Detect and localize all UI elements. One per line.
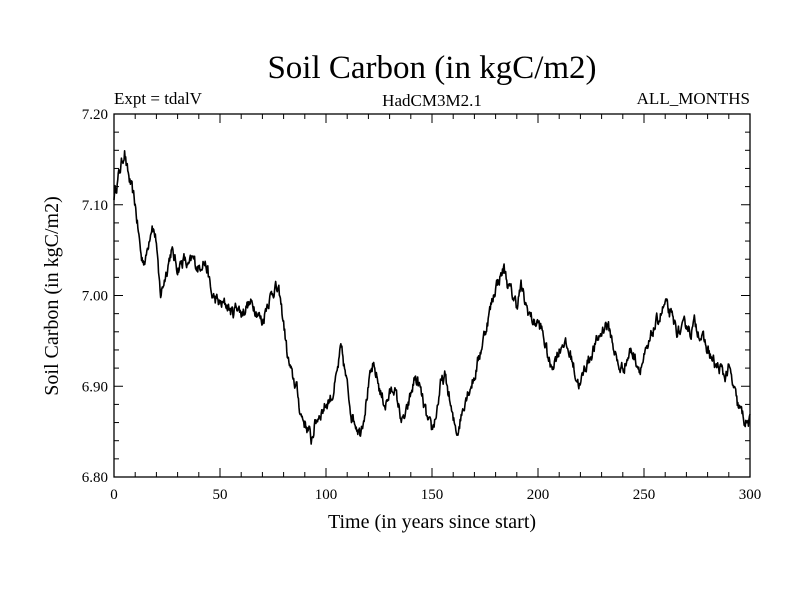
experiment-label: Expt = tdalV	[114, 89, 203, 108]
axis-ticks	[113, 113, 751, 478]
y-tick-label: 7.20	[82, 107, 108, 123]
model-label: HadCM3M2.1	[382, 91, 482, 110]
y-tick-label: 7.10	[82, 198, 108, 214]
x-tick-label: 0	[110, 487, 118, 503]
y-tick-label: 6.90	[82, 379, 108, 395]
x-tick-label: 150	[421, 487, 444, 503]
months-label: ALL_MONTHS	[637, 89, 750, 108]
y-tick-label: 6.80	[82, 470, 108, 486]
plot-frame	[113, 113, 751, 478]
y-axis-label: Soil Carbon (in kgC/m2)	[41, 196, 63, 395]
x-axis-label: Time (in years since start)	[328, 511, 536, 533]
chart-title: Soil Carbon (in kgC/m2)	[267, 50, 596, 86]
y-tick-label: 7.00	[82, 289, 108, 305]
x-tick-label: 250	[633, 487, 656, 503]
soil-carbon-series-line	[113, 149, 751, 445]
x-tick-label: 50	[213, 487, 228, 503]
x-tick-label: 100	[315, 487, 338, 503]
x-tick-labels: 0 50 100 150 200 250 300	[110, 487, 761, 503]
plot-area	[113, 113, 751, 478]
x-tick-label: 300	[739, 487, 762, 503]
x-tick-label: 200	[527, 487, 550, 503]
y-tick-labels: 6.80 6.90 7.00 7.10 7.20	[82, 107, 108, 486]
